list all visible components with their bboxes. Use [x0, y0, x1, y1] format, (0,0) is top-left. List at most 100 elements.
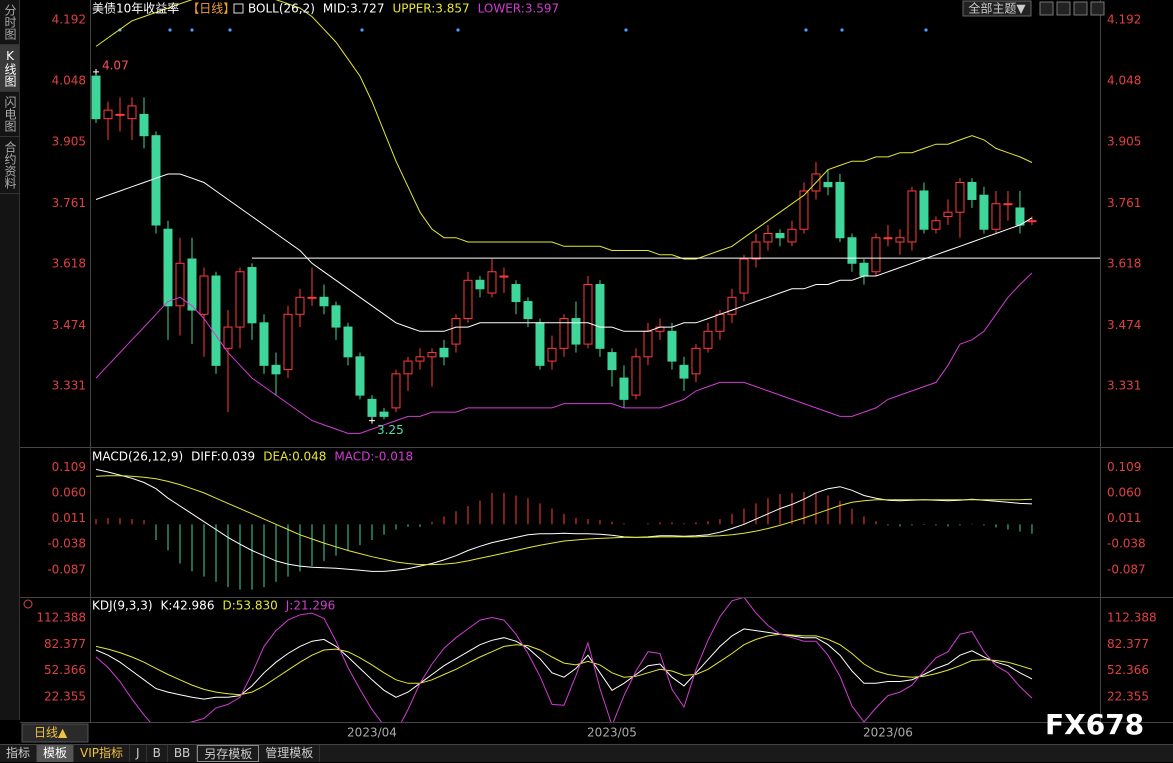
candle-body: [619, 377, 629, 400]
y-tick-label: 3.618: [1107, 257, 1141, 271]
signal-dot: [168, 28, 172, 32]
candle-body: [295, 296, 305, 315]
candle-body: [991, 203, 1001, 230]
candle-body: [451, 318, 461, 345]
bottom-tab[interactable]: B: [147, 745, 168, 762]
candle-body: [439, 347, 449, 358]
indicator-line: [95, 173, 1033, 332]
indicator-line: [95, 468, 1033, 572]
y-tick-label: 3.474: [52, 318, 86, 332]
sidebar-tab[interactable]: 闪电图: [0, 92, 19, 137]
bottom-tab[interactable]: BB: [168, 745, 198, 762]
period-button-label[interactable]: 日线▲: [34, 726, 68, 740]
bottom-tab[interactable]: 管理模板: [259, 745, 321, 762]
y-tick-label: 82.377: [1107, 637, 1149, 651]
period-button[interactable]: [21, 723, 89, 743]
legend-label: KDJ(9,3,3): [92, 599, 153, 613]
candle-body: [559, 318, 569, 349]
low-label: 3.25: [377, 423, 404, 437]
bottom-tab[interactable]: 指标: [0, 745, 38, 762]
y-tick-label: 52.366: [1107, 663, 1149, 677]
legend-label: DIFF:0.039: [191, 450, 255, 464]
signal-dot: [624, 28, 628, 32]
y-tick-label: 3.618: [52, 257, 86, 271]
candle-body: [283, 313, 293, 371]
y-tick-label: 0.109: [52, 460, 86, 474]
candle-body: [247, 267, 257, 324]
sidebar-tab[interactable]: 分时图: [0, 0, 19, 45]
icon-button[interactable]: [1056, 1, 1071, 16]
bottom-tab[interactable]: VIP指标: [74, 745, 131, 762]
y-tick-label: 3.331: [1107, 379, 1141, 393]
candle-body: [739, 258, 749, 294]
candle-body: [703, 330, 713, 349]
frame: [20, 0, 1173, 723]
legend-label: UPPER:3.857: [392, 2, 469, 16]
indicator-line: [95, 598, 1033, 722]
candle-body: [187, 258, 197, 311]
theme-button-label[interactable]: 全部主题▼: [968, 1, 1026, 16]
icon-button[interactable]: [1073, 1, 1088, 16]
signal-dot: [456, 28, 460, 32]
candle-body: [223, 326, 233, 349]
candle-body: [727, 296, 737, 315]
x-tick-label: 2023/05: [587, 726, 637, 740]
candle-body: [487, 271, 497, 294]
icon-button[interactable]: [1039, 1, 1054, 16]
y-tick-label: 0.011: [52, 511, 86, 525]
candle-body: [235, 271, 245, 328]
legend-label: 美债10年收益率: [92, 1, 179, 16]
candle-body: [787, 228, 797, 243]
candle-body: [571, 318, 581, 345]
candle-body: [391, 373, 401, 409]
candle-body: [415, 356, 425, 362]
candle-body: [151, 135, 161, 226]
bottom-tab[interactable]: 模板: [37, 745, 75, 762]
candle-body: [511, 284, 521, 303]
candle-body: [271, 364, 281, 375]
legend-label: J:21.296: [285, 599, 336, 613]
candle-body: [427, 352, 437, 358]
sidebar-tab[interactable]: 合约资料: [0, 137, 19, 194]
plot: [91, 0, 1100, 434]
candle-body: [355, 356, 365, 396]
bottom-tab[interactable]: 另存模板: [197, 745, 260, 762]
candle-body: [463, 279, 473, 320]
legend-label: MID:3.727: [323, 2, 385, 16]
candle-body: [595, 284, 605, 349]
indicator-line: [95, 628, 1033, 700]
legend-label: K:42.986: [161, 599, 215, 613]
y-tick-label: 4.048: [52, 74, 86, 88]
y-tick-label: 22.355: [1107, 690, 1149, 704]
sidebar-tab[interactable]: K线图: [0, 45, 19, 92]
candle-body: [883, 237, 893, 240]
candle-body: [91, 75, 101, 120]
indicator-icon: [233, 3, 244, 14]
y-tick-label: 3.761: [52, 196, 86, 210]
theme-button[interactable]: [962, 0, 1032, 17]
candle-body: [343, 326, 353, 358]
candle-body: [895, 237, 905, 243]
y-tick-label: 3.761: [1107, 196, 1141, 210]
sidebar: 分时图 K线图 闪电图 合约资料: [0, 0, 20, 720]
bottom-toolbar: 指标 模板 VIP指标 J B BB 另存模板 管理模板: [0, 744, 1173, 762]
bottom-tab[interactable]: J: [130, 745, 147, 762]
legend-label: LOWER:3.597: [478, 2, 560, 16]
candle-body: [475, 279, 485, 290]
candle-body: [163, 228, 173, 307]
y-tick-label: -0.038: [47, 537, 86, 551]
y-tick-label: 4.048: [1107, 74, 1141, 88]
y-tick-label: 52.366: [44, 663, 86, 677]
y-tick-label: 0.060: [52, 485, 86, 499]
candle-body: [199, 275, 209, 315]
y-tick-label: 3.331: [52, 379, 86, 393]
y-tick-label: 3.905: [52, 135, 86, 149]
y-tick-label: 3.905: [1107, 135, 1141, 149]
plot: [95, 598, 1033, 722]
candle-body: [691, 347, 701, 375]
candle-body: [535, 322, 545, 366]
y-tick-label: -0.087: [1107, 562, 1146, 576]
indicator-line: [95, 633, 1033, 696]
candle-body: [259, 322, 269, 366]
icon-button[interactable]: [1090, 1, 1105, 16]
